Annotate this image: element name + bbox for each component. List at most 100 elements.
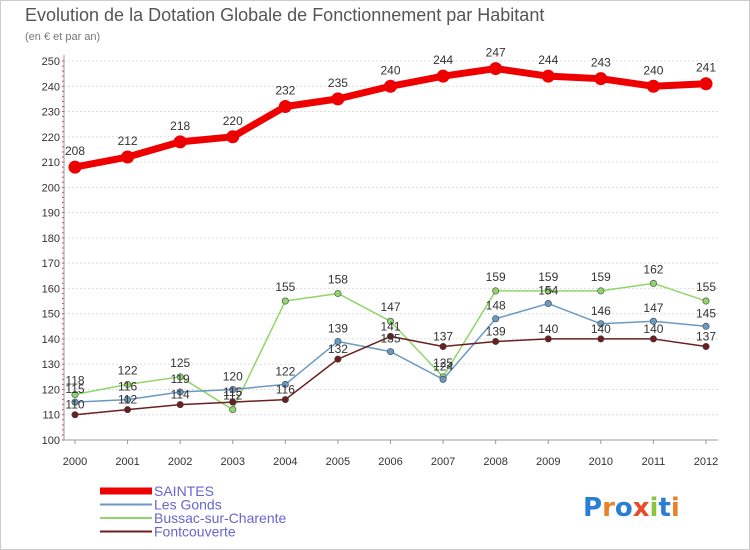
data-label: 116: [276, 383, 295, 397]
data-point: [597, 320, 605, 328]
data-point: [436, 69, 450, 83]
data-point: [281, 396, 289, 404]
y-tick-label: 140: [42, 334, 60, 346]
data-label: 141: [380, 319, 400, 333]
data-point: [124, 406, 132, 414]
data-point: [176, 373, 184, 381]
data-label: 112: [118, 393, 137, 407]
data-label: 124: [433, 359, 453, 373]
data-point: [68, 160, 82, 174]
x-tick-label: 2005: [326, 456, 350, 468]
data-label: 155: [275, 280, 295, 294]
data-point: [334, 337, 342, 345]
data-point: [229, 385, 237, 393]
x-tick-label: 2010: [589, 456, 613, 468]
data-label: 140: [591, 322, 611, 336]
legend-label: Bussac-sur-Charente: [154, 510, 286, 526]
data-point: [229, 406, 237, 414]
legend-label: Les Gonds: [154, 497, 222, 513]
x-tick-label: 2002: [168, 456, 192, 468]
data-label: 247: [486, 46, 506, 60]
data-label: 208: [65, 144, 85, 158]
data-point: [541, 69, 555, 83]
y-tick-label: 100: [42, 435, 60, 447]
data-point: [492, 315, 500, 323]
data-label: 110: [65, 398, 84, 412]
y-tick-label: 120: [42, 384, 60, 396]
data-label: 139: [486, 324, 506, 338]
y-tick-label: 110: [42, 410, 60, 422]
y-tick-label: 170: [42, 258, 60, 270]
data-label: 140: [538, 322, 558, 336]
data-label: 122: [118, 363, 138, 377]
data-point: [492, 287, 500, 295]
data-label: 155: [696, 280, 716, 294]
data-label: 120: [223, 369, 243, 383]
logo-letter: P: [583, 493, 602, 523]
data-label: 137: [433, 330, 453, 344]
logo-letter: i: [671, 493, 680, 523]
x-tick-label: 2012: [694, 456, 718, 468]
data-point: [702, 343, 710, 351]
data-label: 112: [223, 389, 242, 403]
y-tick-label: 220: [42, 132, 60, 144]
y-tick-label: 160: [42, 283, 60, 295]
data-point: [649, 279, 657, 287]
y-tick-label: 190: [42, 208, 60, 220]
data-label: 243: [591, 56, 611, 70]
data-label: 115: [223, 385, 242, 399]
data-point: [597, 287, 605, 295]
data-point: [229, 398, 237, 406]
x-tick-label: 2004: [273, 456, 297, 468]
data-point: [331, 92, 345, 106]
y-tick-label: 150: [42, 309, 60, 321]
data-label: 115: [65, 382, 84, 396]
series-layer: [68, 62, 713, 419]
data-label: 162: [643, 262, 663, 276]
data-label: 140: [643, 322, 663, 336]
x-tick-label: 2001: [115, 456, 139, 468]
data-point: [699, 77, 713, 91]
legend-label: Fontcouverte: [154, 524, 236, 540]
x-tick-label: 2006: [378, 456, 402, 468]
y-tick-label: 130: [42, 359, 60, 371]
y-tick-label: 250: [42, 56, 60, 68]
data-point: [386, 348, 394, 356]
data-label: 119: [171, 372, 190, 386]
data-label: 132: [328, 342, 348, 356]
data-label: 159: [486, 270, 506, 284]
data-point: [176, 388, 184, 396]
data-point: [176, 401, 184, 409]
y-tick-label: 240: [42, 81, 60, 93]
data-label: 147: [643, 301, 663, 315]
data-label: 125: [170, 356, 190, 370]
data-label: 244: [433, 53, 453, 67]
data-label: 218: [170, 119, 190, 133]
data-point: [124, 380, 132, 388]
data-label: 137: [696, 330, 716, 344]
y-tick-label: 230: [42, 107, 60, 119]
data-point: [386, 317, 394, 325]
y-tick-label: 200: [42, 182, 60, 194]
x-tick-label: 2011: [642, 456, 666, 468]
data-point: [226, 130, 240, 144]
data-label: 220: [223, 114, 243, 128]
data-point: [597, 335, 605, 343]
data-label: 122: [275, 364, 295, 378]
y-tick-label: 180: [42, 233, 60, 245]
data-label: 235: [328, 76, 348, 90]
data-point: [71, 398, 79, 406]
data-point: [544, 287, 552, 295]
data-label: 118: [65, 374, 84, 388]
data-point: [702, 297, 710, 305]
data-label: 232: [275, 83, 295, 97]
x-tick-label: 2003: [221, 456, 245, 468]
data-label: 159: [591, 270, 611, 284]
logo-letter: r: [602, 493, 615, 523]
data-label: 146: [591, 304, 611, 318]
data-point: [334, 355, 342, 363]
data-point: [384, 79, 397, 93]
